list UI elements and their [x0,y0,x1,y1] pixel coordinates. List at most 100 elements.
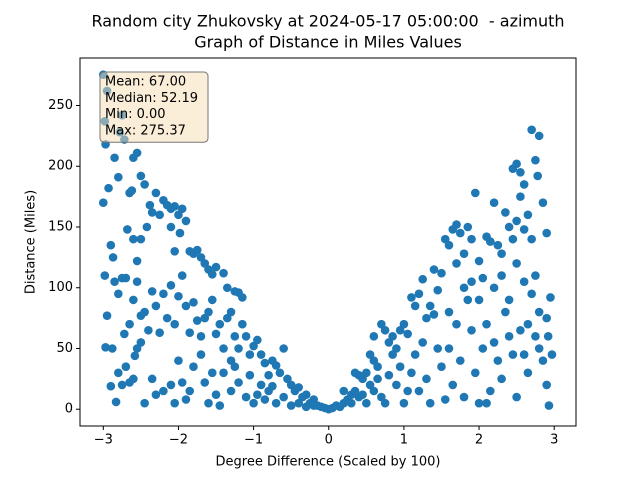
point [230,332,240,341]
point [362,368,371,378]
point [106,240,116,250]
point [418,274,427,284]
y-axis-label: Distance (Miles) [24,190,39,294]
point [211,329,221,339]
y-tick-label: 250 [48,98,73,113]
point [516,168,525,177]
point [192,316,202,325]
y-tick-label: 100 [48,280,73,295]
point [189,362,198,372]
point [121,362,131,372]
point [350,368,360,378]
point [437,268,446,278]
point [129,374,138,384]
point [181,395,191,404]
point [538,198,548,207]
point [219,344,228,353]
point [538,356,548,365]
point [399,319,409,329]
point [177,378,187,387]
point [410,350,420,359]
point [339,386,349,396]
point [268,381,277,391]
point [271,398,281,408]
point [516,325,525,335]
point [104,183,113,193]
point [159,289,168,299]
point [301,402,311,412]
point [256,350,266,359]
point [546,293,555,302]
point [534,307,544,317]
point [523,210,533,220]
point [444,307,454,317]
point [501,307,510,317]
point [155,210,164,220]
point [482,398,491,408]
point [504,332,514,341]
point [189,298,198,307]
point [253,390,262,399]
point [467,234,476,244]
point [151,301,161,311]
point [132,256,142,266]
point [181,216,191,226]
point [185,328,195,337]
point [452,259,461,268]
point [448,380,458,390]
point [111,397,121,407]
point [533,171,542,181]
point [470,368,480,378]
point [455,356,465,365]
point [365,350,375,359]
point [256,380,266,390]
point [493,240,503,250]
point [286,401,296,410]
point [523,319,533,329]
point [369,332,379,341]
point [501,208,510,217]
point [170,398,179,408]
y-tick-label: 50 [56,341,73,356]
point [192,245,202,255]
point [440,395,450,404]
point [482,319,491,329]
stats-text: Max: 275.37 [105,123,186,138]
point [241,332,251,341]
point [207,270,217,279]
point [422,313,431,323]
point [294,398,303,408]
point [132,277,142,286]
point [196,332,206,341]
x-tick-label: −2 [169,433,188,448]
point [123,225,132,234]
point [114,289,123,299]
point [486,237,495,246]
point [444,240,454,250]
point [467,277,476,286]
point [196,350,206,359]
point [207,368,217,378]
point [463,222,473,232]
x-axis-label: Degree Difference (Scaled by 100) [216,455,441,470]
point [211,390,221,399]
point [362,398,371,408]
point [207,295,217,305]
point [531,271,540,280]
x-tick-label: −1 [244,433,263,448]
point [418,338,427,347]
point [177,204,187,214]
point [155,328,164,337]
point [117,380,127,390]
point [140,398,149,408]
point [174,356,183,365]
point [504,222,514,232]
point [519,350,529,359]
point [373,362,382,372]
point [422,374,431,384]
point [508,234,518,244]
point [279,392,288,402]
point [226,356,236,365]
point [147,374,157,384]
point [136,234,146,244]
